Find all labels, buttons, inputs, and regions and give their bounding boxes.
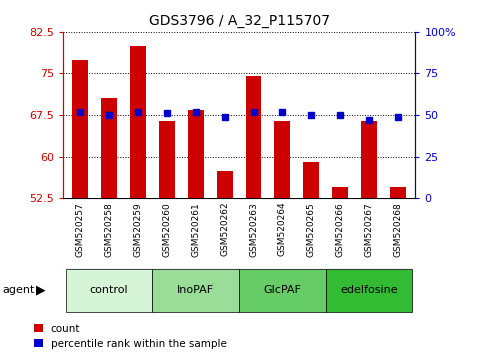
Bar [303,162,319,198]
Text: GSM520264: GSM520264 [278,202,287,256]
Legend: count, percentile rank within the sample: count, percentile rank within the sample [34,324,227,349]
Text: GDS3796 / A_32_P115707: GDS3796 / A_32_P115707 [149,14,329,28]
Text: GSM520259: GSM520259 [133,202,142,257]
Text: ▶: ▶ [36,284,46,297]
Bar [361,121,377,198]
Bar [130,46,146,198]
Bar [188,109,204,198]
Bar [217,171,233,198]
Bar [159,121,175,198]
Text: GSM520260: GSM520260 [162,202,171,257]
Text: GSM520262: GSM520262 [220,202,229,256]
Bar [326,269,412,312]
Text: GSM520266: GSM520266 [336,202,345,257]
Text: GSM520261: GSM520261 [191,202,200,257]
Bar [152,269,239,312]
Text: GSM520257: GSM520257 [76,202,85,257]
Bar [245,76,261,198]
Text: edelfosine: edelfosine [341,285,398,295]
Bar [239,269,326,312]
Text: GSM520258: GSM520258 [104,202,114,257]
Text: agent: agent [2,285,35,295]
Text: GSM520263: GSM520263 [249,202,258,257]
Text: GlcPAF: GlcPAF [264,285,301,295]
Text: GSM520265: GSM520265 [307,202,316,257]
Text: InoPAF: InoPAF [177,285,214,295]
Text: GSM520267: GSM520267 [365,202,374,257]
Bar [332,187,348,198]
Bar [66,269,152,312]
Bar [274,121,290,198]
Text: GSM520268: GSM520268 [394,202,402,257]
Bar [72,59,88,198]
Bar [390,187,406,198]
Bar [101,98,117,198]
Text: control: control [90,285,128,295]
